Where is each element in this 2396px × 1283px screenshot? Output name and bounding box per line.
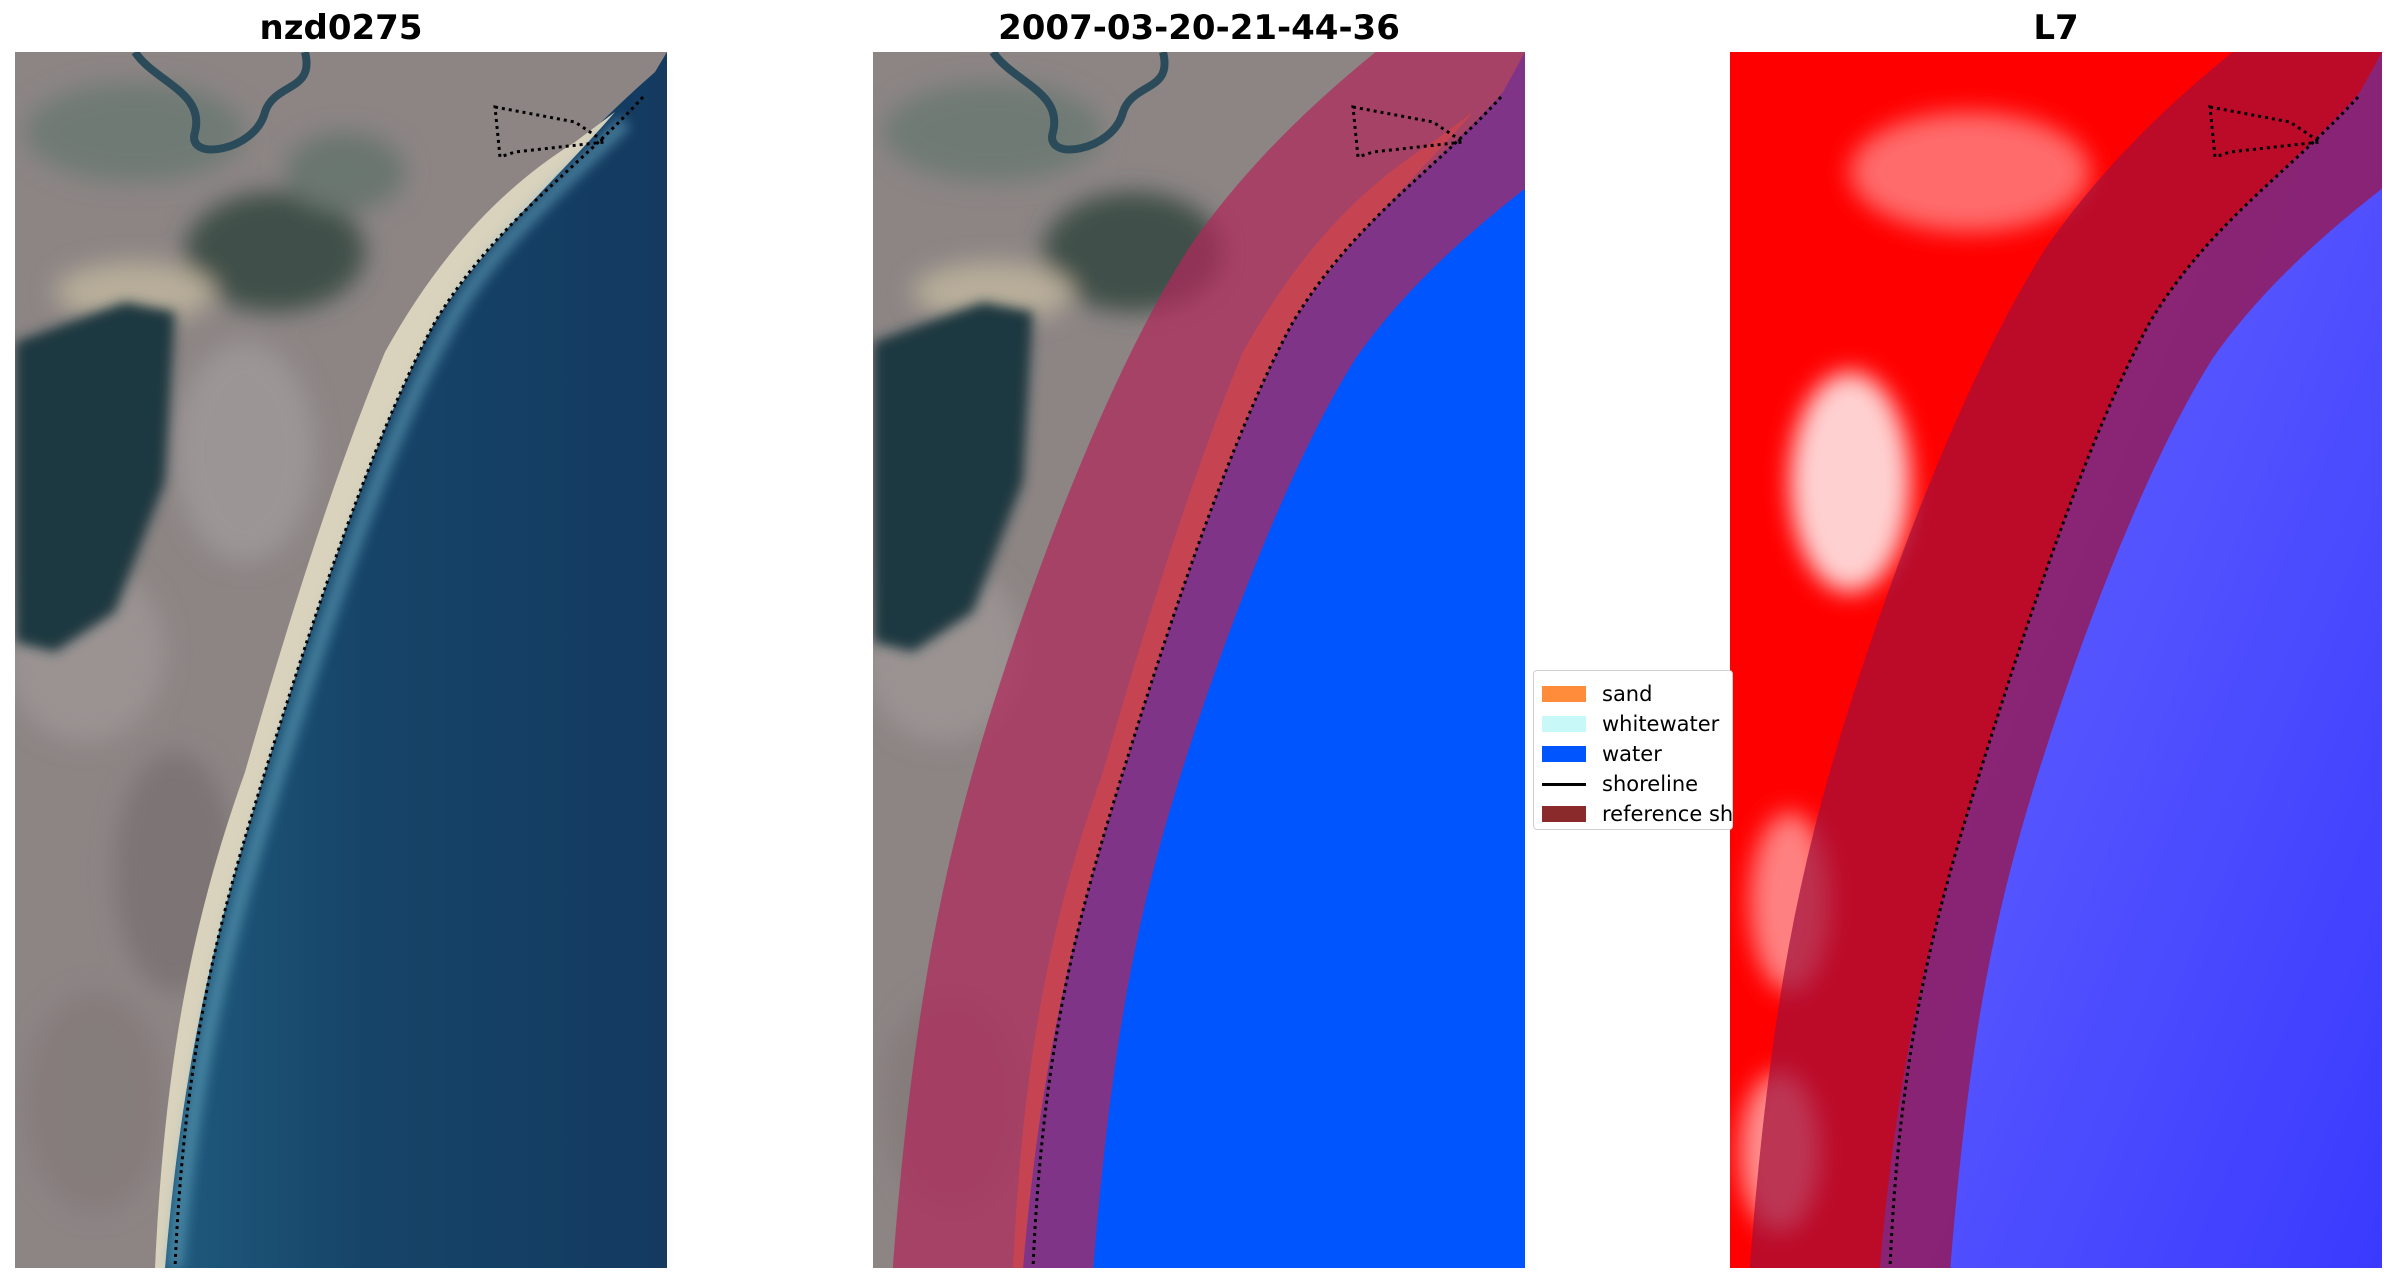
legend-swatch-whitewater (1542, 716, 1586, 732)
water-class (1023, 52, 1525, 1268)
index-water (1880, 52, 2382, 1268)
rgb-image (15, 52, 667, 1268)
classification-panel (873, 52, 1525, 1268)
lagoon-outline (493, 105, 610, 160)
index-panel (1730, 52, 2382, 1268)
panel-title-index: L7 (2033, 8, 2079, 48)
legend-label: shoreline (1602, 772, 1699, 796)
lagoon-outline (1351, 105, 1468, 160)
reference-shoreline-buffer (1750, 52, 2382, 1268)
legend: sand whitewater water shoreline referenc… (1533, 670, 1733, 830)
legend-swatch-water (1542, 746, 1586, 762)
legend-swatch-sand (1542, 686, 1586, 702)
shoreline-line (173, 95, 645, 1268)
legend-item-water: water (1542, 739, 1732, 769)
index-image (1730, 52, 2382, 1268)
shoreline-line (1031, 95, 1503, 1268)
legend-label: whitewater (1602, 712, 1720, 736)
forest-patch (873, 302, 1033, 652)
legend-label: sand (1602, 682, 1653, 706)
legend-line-shoreline (1542, 782, 1586, 786)
legend-swatch-reference (1542, 806, 1586, 822)
shoreline-line (1888, 95, 2360, 1268)
legend-item-whitewater: whitewater (1542, 709, 1732, 739)
legend-item-shoreline: shoreline (1542, 769, 1732, 799)
reference-shoreline-buffer (893, 52, 1525, 1268)
panel-title-classification: 2007-03-20-21-44-36 (998, 8, 1400, 48)
river (131, 52, 311, 154)
rgb-image-panel (15, 52, 667, 1268)
legend-label: water (1602, 742, 1662, 766)
classification-image (873, 52, 1525, 1268)
legend-label: reference sh (1602, 802, 1733, 826)
ocean (165, 52, 667, 1268)
river (989, 52, 1169, 154)
legend-item-reference: reference sh (1542, 799, 1732, 829)
forest-patch (15, 302, 175, 652)
lagoon-outline (2208, 105, 2325, 160)
legend-item-sand: sand (1542, 679, 1732, 709)
panel-title-rgb: nzd0275 (259, 8, 423, 48)
whitewater (168, 117, 630, 1268)
